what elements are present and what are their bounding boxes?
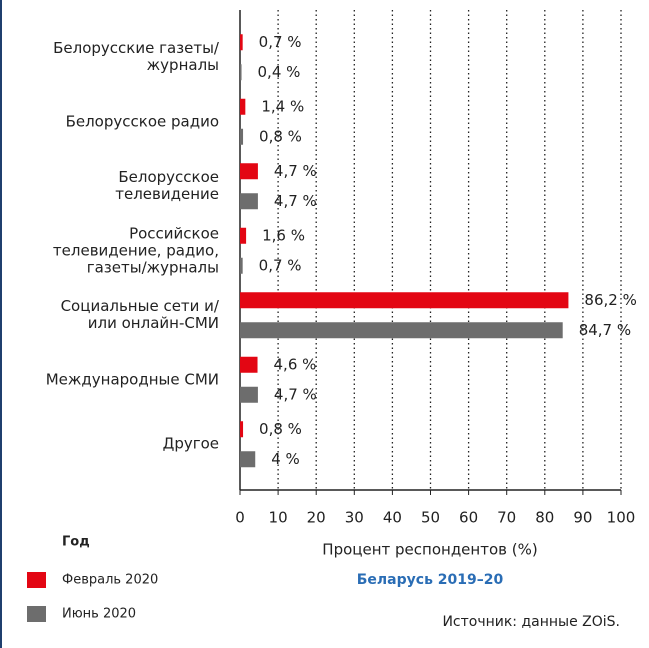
value-label: 84,7 % (579, 321, 631, 339)
bar (240, 257, 243, 274)
x-tick-label: 20 (307, 509, 326, 527)
y-tick-label: Социальные сети и/ или онлайн-СМИ (60, 297, 219, 333)
value-label: 4 % (271, 450, 300, 468)
value-label: 0,7 % (259, 256, 302, 274)
bar (240, 98, 246, 115)
bar (240, 128, 244, 145)
x-tick-label: 40 (383, 509, 402, 527)
legend-swatch (27, 572, 46, 588)
value-label: 1,4 % (261, 97, 304, 115)
x-tick-label: 70 (497, 509, 516, 527)
legend-title: Год (62, 535, 90, 550)
x-tick-label: 10 (269, 509, 288, 527)
value-label: 0,7 % (259, 33, 302, 51)
x-tick-label: 100 (607, 509, 636, 527)
value-label: 1,6 % (262, 226, 305, 244)
value-label: 4,7 % (274, 162, 317, 180)
value-label: 4,6 % (274, 355, 317, 373)
legend-label: Февраль 2020 (62, 573, 158, 588)
bar (240, 386, 258, 403)
bar (240, 356, 258, 373)
value-label: 0,4 % (258, 63, 301, 81)
x-tick-label: 0 (235, 509, 245, 527)
y-tick-label: Российское телевидение, радио, газеты/жу… (52, 224, 219, 277)
bar (240, 163, 258, 180)
value-label: 0,8 % (259, 127, 302, 145)
x-tick-label: 30 (345, 509, 364, 527)
x-tick-label: 90 (573, 509, 592, 527)
chart-title: Беларусь 2019–20 (357, 572, 504, 588)
bar (240, 193, 258, 210)
bar (240, 322, 563, 339)
x-tick-label: 50 (421, 509, 440, 527)
legend-label: Июнь 2020 (62, 607, 136, 622)
value-label: 4,7 % (274, 385, 317, 403)
y-tick-label: Белорусское телевидение (115, 168, 219, 204)
y-tick-label: Другое (162, 434, 219, 453)
y-tick-label: Белорусское радио (65, 112, 219, 131)
y-tick-label: Белорусские газеты/ журналы (53, 39, 219, 75)
x-axis-label: Процент респондентов (%) (322, 541, 537, 559)
bar (240, 64, 242, 81)
bar (240, 421, 244, 438)
y-tick-label: Международные СМИ (45, 370, 219, 389)
source: Источник: данные ZOiS. (442, 614, 620, 630)
bar (240, 227, 247, 244)
value-label: 4,7 % (274, 192, 317, 210)
legend-swatch (27, 606, 46, 622)
x-tick-label: 80 (535, 509, 554, 527)
bar (240, 292, 569, 309)
bar (240, 34, 243, 51)
x-tick-label: 60 (459, 509, 478, 527)
bar (240, 451, 256, 468)
value-label: 0,8 % (259, 420, 302, 438)
value-label: 86,2 % (584, 291, 636, 309)
